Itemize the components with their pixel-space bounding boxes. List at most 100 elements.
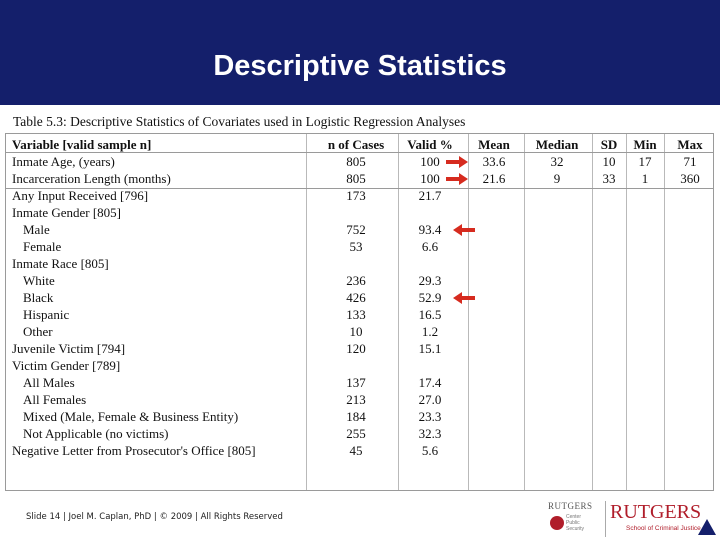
header-min: Min bbox=[633, 137, 657, 152]
row-label: Not Applicable (no victims) bbox=[23, 426, 169, 441]
table-row: Inmate Race [805] bbox=[6, 255, 713, 272]
logo-left-wordmark: RUTGERS bbox=[548, 501, 593, 511]
red-arrow-right-icon bbox=[446, 156, 468, 168]
cell-max: 71 bbox=[683, 154, 697, 169]
table-row: All Females 213 27.0 bbox=[6, 391, 713, 408]
cell-valid: 1.2 bbox=[421, 324, 439, 339]
table-caption: Table 5.3: Descriptive Statistics of Cov… bbox=[13, 114, 466, 129]
column-divider bbox=[664, 134, 665, 490]
cell-median: 32 bbox=[550, 154, 564, 169]
column-divider bbox=[592, 134, 593, 490]
header-valid: Valid % bbox=[407, 137, 453, 152]
cell-sd: 10 bbox=[602, 154, 616, 169]
cell-cases: 805 bbox=[346, 171, 366, 186]
red-arrow-left-icon bbox=[453, 224, 475, 236]
table-row: Inmate Age, (years) 805 100 33.6 32 10 17 71 bbox=[6, 153, 713, 170]
logo-right-wordmark: RUTGERS bbox=[610, 501, 702, 523]
cell-cases: 53 bbox=[349, 239, 363, 254]
cell-mean: 33.6 bbox=[482, 154, 506, 169]
row-divider bbox=[6, 152, 713, 153]
header-cases: n of Cases bbox=[327, 137, 385, 152]
table-header-row: Variable [valid sample n] n of Cases Val… bbox=[6, 136, 713, 153]
table-row: Victim Gender [789] bbox=[6, 357, 713, 374]
cell-valid: 32.3 bbox=[418, 426, 442, 441]
center-public-security-logo: RUTGERS Center Public Security bbox=[548, 501, 598, 537]
cell-valid: 29.3 bbox=[418, 273, 442, 288]
cell-valid: 93.4 bbox=[418, 222, 442, 237]
cell-min: 1 bbox=[641, 171, 649, 186]
row-label: Any Input Received [796] bbox=[12, 188, 149, 203]
cell-cases: 133 bbox=[346, 307, 366, 322]
header-mean: Mean bbox=[478, 137, 510, 152]
header-variable: Variable [valid sample n] bbox=[12, 137, 152, 152]
cell-cases: 10 bbox=[349, 324, 363, 339]
red-arrow-right-icon bbox=[446, 173, 468, 185]
row-label: Male bbox=[23, 222, 50, 237]
row-label: Female bbox=[23, 239, 62, 254]
row-divider bbox=[6, 188, 713, 189]
table-row: Incarceration Length (months) 805 100 21.6 9… bbox=[6, 170, 713, 187]
cell-min: 17 bbox=[638, 154, 652, 169]
cell-cases: 120 bbox=[346, 341, 366, 356]
cell-cases: 213 bbox=[346, 392, 366, 407]
footer-credit: Slide 14 | Joel M. Caplan, PhD | © 2009 … bbox=[26, 512, 283, 522]
cell-cases: 137 bbox=[346, 375, 366, 390]
corner-triangle-icon bbox=[698, 519, 716, 535]
table-row: Hispanic 133 16.5 bbox=[6, 306, 713, 323]
cell-valid: 5.6 bbox=[421, 443, 439, 458]
cell-valid: 23.3 bbox=[418, 409, 442, 424]
cell-valid: 27.0 bbox=[418, 392, 442, 407]
logo-right-subtitle: School of Criminal Justice bbox=[626, 525, 701, 532]
row-label: Juvenile Victim [794] bbox=[12, 341, 126, 356]
cell-valid: 15.1 bbox=[418, 341, 442, 356]
row-label: Negative Letter from Prosecutor's Office… bbox=[12, 443, 256, 458]
row-label: All Females bbox=[23, 392, 87, 407]
cell-cases: 236 bbox=[346, 273, 366, 288]
row-label: Hispanic bbox=[23, 307, 70, 322]
row-label: All Males bbox=[23, 375, 75, 390]
cell-median: 9 bbox=[553, 171, 561, 186]
table-row: Other 10 1.2 bbox=[6, 323, 713, 340]
header-median: Median bbox=[535, 137, 579, 152]
red-arrow-left-icon bbox=[453, 292, 475, 304]
row-label: White bbox=[23, 273, 55, 288]
table-row: Male 752 93.4 bbox=[6, 221, 713, 238]
column-divider bbox=[306, 134, 307, 490]
cell-valid: 100 bbox=[420, 171, 440, 186]
table-row: Black 426 52.9 bbox=[6, 289, 713, 306]
slide-title: Descriptive Statistics bbox=[213, 50, 507, 82]
table-row: Juvenile Victim [794] 120 15.1 bbox=[6, 340, 713, 357]
table-row: Female 53 6.6 bbox=[6, 238, 713, 255]
table-row: Not Applicable (no victims) 255 32.3 bbox=[6, 425, 713, 442]
header-max: Max bbox=[677, 137, 703, 152]
cell-valid: 100 bbox=[420, 154, 440, 169]
row-label: Mixed (Male, Female & Business Entity) bbox=[23, 409, 239, 424]
table-row: Negative Letter from Prosecutor's Office… bbox=[6, 442, 713, 459]
table-row: Mixed (Male, Female & Business Entity) 18… bbox=[6, 408, 713, 425]
cell-valid: 52.9 bbox=[418, 290, 442, 305]
cell-valid: 16.5 bbox=[418, 307, 442, 322]
column-divider bbox=[524, 134, 525, 490]
table-row: All Males 137 17.4 bbox=[6, 374, 713, 391]
row-label: Other bbox=[23, 324, 53, 339]
column-divider bbox=[398, 134, 399, 490]
cell-sd: 33 bbox=[602, 171, 616, 186]
cell-valid: 21.7 bbox=[418, 188, 442, 203]
cell-cases: 184 bbox=[346, 409, 366, 424]
cell-max: 360 bbox=[680, 171, 700, 186]
title-bar: Descriptive Statistics bbox=[0, 0, 720, 105]
cell-cases: 752 bbox=[346, 222, 366, 237]
cell-cases: 426 bbox=[346, 290, 366, 305]
row-label: Inmate Age, (years) bbox=[12, 154, 115, 169]
cell-cases: 805 bbox=[346, 154, 366, 169]
header-sd: SD bbox=[600, 137, 618, 152]
rutgers-seal-icon bbox=[550, 516, 564, 530]
row-label: Inmate Gender [805] bbox=[12, 205, 122, 220]
row-label: Victim Gender [789] bbox=[12, 358, 121, 373]
cell-cases: 173 bbox=[346, 188, 366, 203]
row-label: Inmate Race [805] bbox=[12, 256, 109, 271]
table-row: Any Input Received [796] 173 21.7 bbox=[6, 187, 713, 204]
table-row: Inmate Gender [805] bbox=[6, 204, 713, 221]
column-divider bbox=[468, 134, 469, 490]
school-criminal-justice-logo: RUTGERS School of Criminal Justice bbox=[605, 501, 705, 537]
